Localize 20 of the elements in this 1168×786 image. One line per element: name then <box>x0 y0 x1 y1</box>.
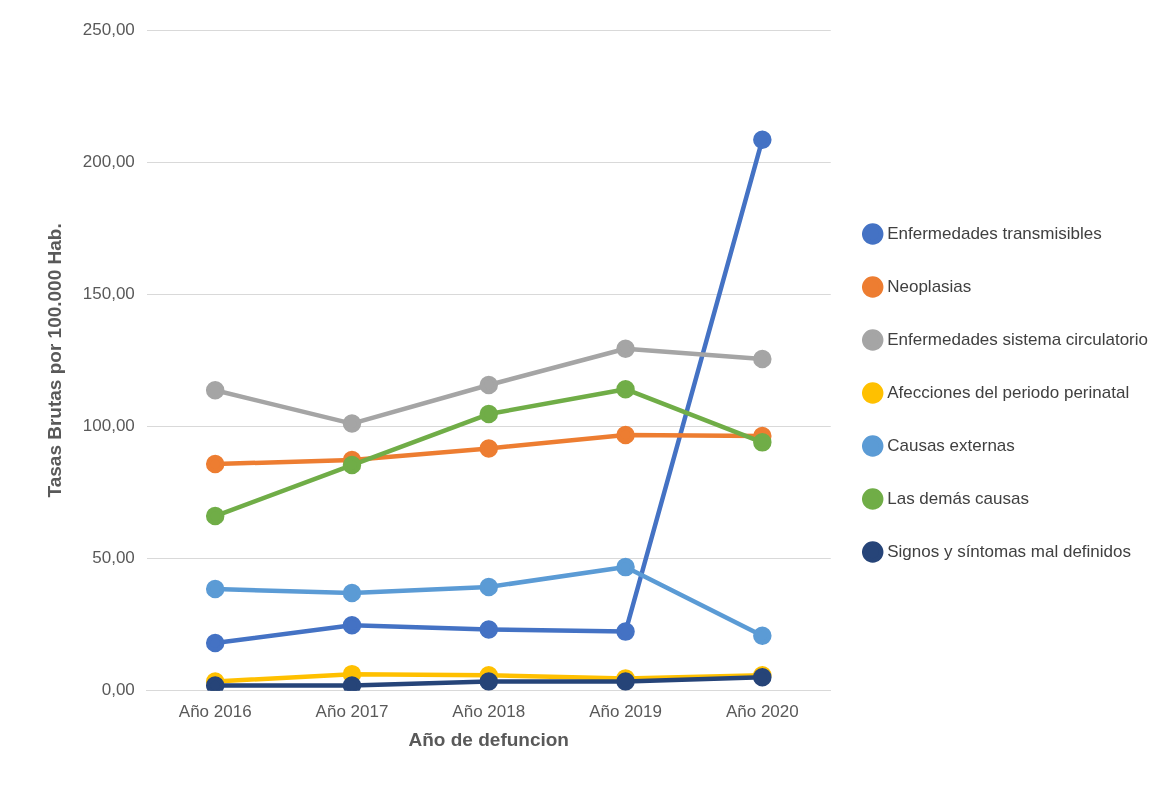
legend-label: Las demás causas <box>887 488 1029 508</box>
y-axis-title: Tasas Brutas por 100.000 Hab. <box>43 223 65 498</box>
legend-label: Signos y síntomas mal definidos <box>887 541 1132 561</box>
x-tick-label: Año 2016 <box>178 701 252 721</box>
legend-label: Causas externas <box>887 435 1015 455</box>
y-tick-label: 50,00 <box>92 548 135 568</box>
legend-label: Enfermedades transmisibles <box>887 223 1102 243</box>
x-tick-label: Año 2019 <box>589 701 662 721</box>
legend-label: Afecciones del periodo perinatal <box>887 382 1130 402</box>
x-tick-label: Año 2018 <box>452 701 526 721</box>
y-tick-label: 0,00 <box>101 680 135 700</box>
x-tick-label: Año 2017 <box>315 701 389 721</box>
legend-label: Neoplasias <box>887 276 972 296</box>
x-tick-label: Año 2020 <box>725 701 799 721</box>
y-tick-label: 250,00 <box>82 19 135 39</box>
legend-label: Enfermedades sistema circulatorio <box>887 329 1148 349</box>
x-axis-title: Año de defuncion <box>408 728 569 750</box>
y-tick-label: 100,00 <box>82 416 135 436</box>
y-tick-label: 150,00 <box>82 284 135 304</box>
y-tick-label: 200,00 <box>82 151 135 171</box>
